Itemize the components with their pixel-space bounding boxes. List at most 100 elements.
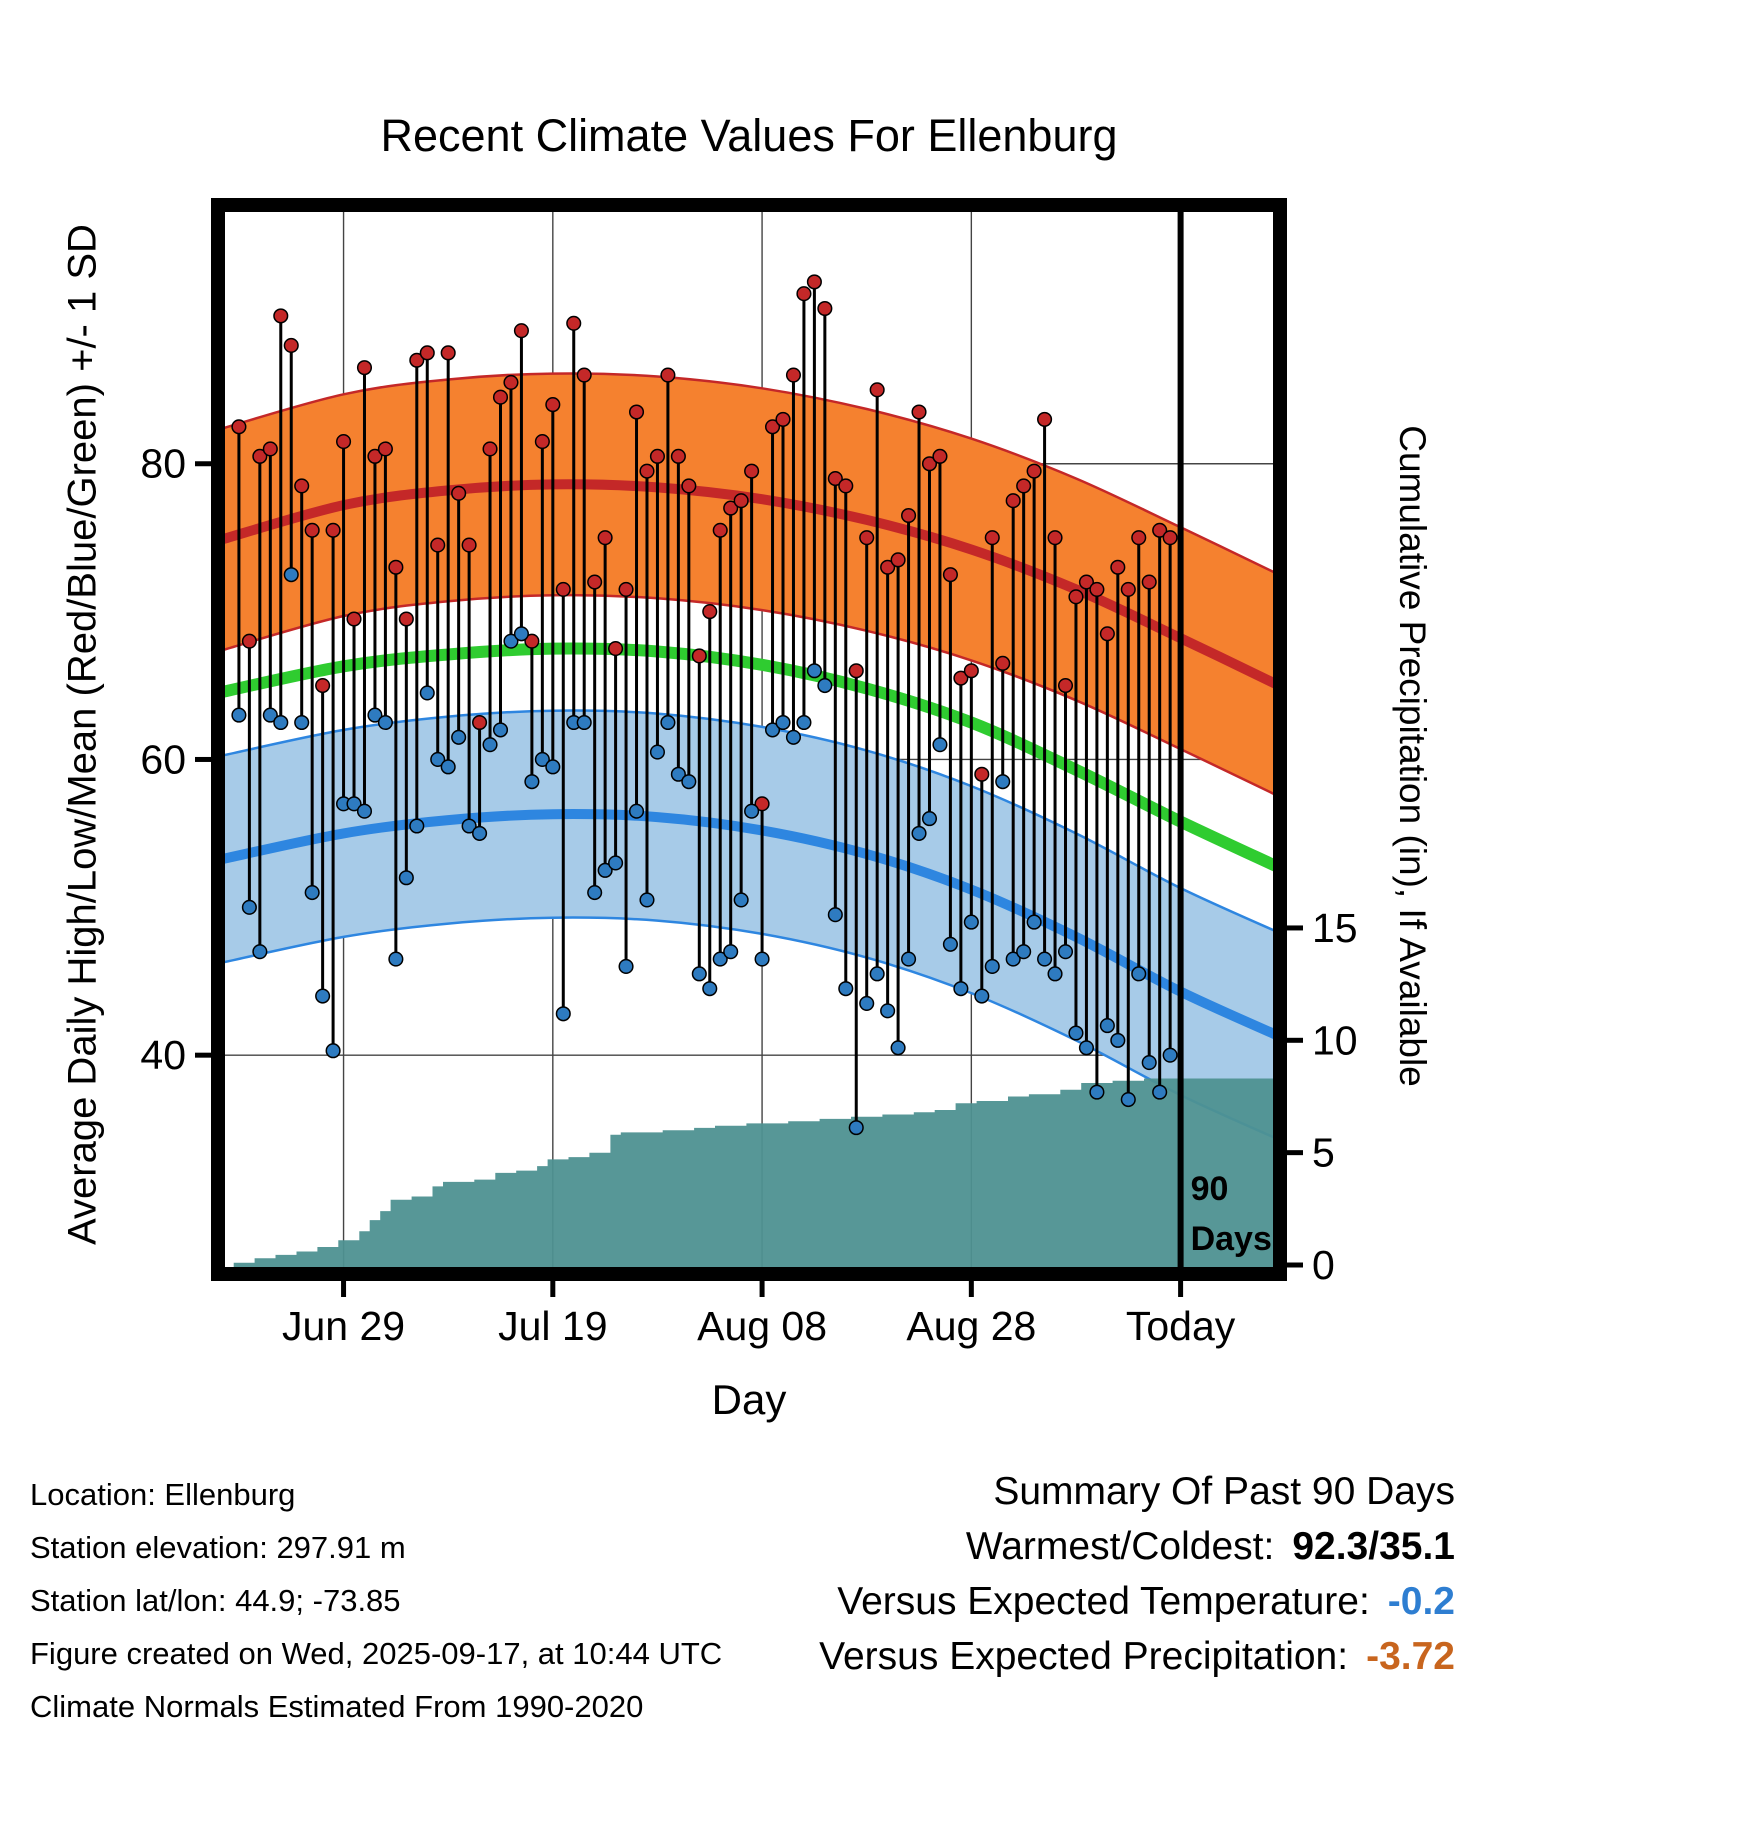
- daily-high-dot: [744, 463, 760, 479]
- daily-high-dot: [524, 633, 540, 649]
- daily-low-dot: [545, 759, 561, 775]
- daily-low-dot: [513, 626, 529, 642]
- daily-low-dot: [639, 892, 655, 908]
- daily-high-dot: [859, 530, 875, 546]
- daily-high-dot: [963, 663, 979, 679]
- summary-row: Versus Expected Temperature: -0.2: [819, 1574, 1455, 1629]
- daily-high-dot: [273, 308, 289, 324]
- daily-high-dot: [367, 448, 383, 464]
- daily-low-dot: [723, 944, 739, 960]
- summary-heading: Summary Of Past 90 Days: [993, 1470, 1455, 1513]
- daily-low-dot: [608, 855, 624, 871]
- daily-high-dot: [409, 352, 425, 368]
- daily-high-dot: [325, 522, 341, 538]
- daily-low-dot: [294, 714, 310, 731]
- daily-high-dot: [294, 478, 310, 494]
- temp-tick-label: 60: [140, 736, 186, 782]
- daily-high-dot: [346, 611, 362, 627]
- daily-high-dot: [503, 374, 519, 390]
- daily-low-dot: [942, 936, 958, 952]
- climate-normals-note: Climate Normals Estimated From 1990-2020: [30, 1689, 644, 1724]
- daily-low-dot: [1152, 1084, 1168, 1100]
- daily-low-dot: [241, 899, 257, 915]
- daily-high-dot: [1162, 530, 1178, 546]
- daily-low-dot: [1120, 1091, 1136, 1108]
- daily-high-dot: [660, 367, 676, 383]
- daily-high-dot: [377, 441, 393, 457]
- daily-high-dot: [430, 537, 446, 553]
- daily-high-dot: [670, 448, 686, 464]
- daily-low-dot: [524, 774, 540, 790]
- daily-low-dot: [597, 862, 613, 878]
- daily-high-dot: [1057, 677, 1074, 694]
- temp-tick-label: 80: [140, 441, 186, 487]
- daily-low-dot: [670, 766, 686, 782]
- daily-high-dot: [482, 441, 498, 457]
- daily-low-dot: [974, 988, 990, 1004]
- daily-low-dot: [796, 714, 812, 731]
- daily-high-dot: [1047, 530, 1063, 546]
- daily-low-dot: [754, 951, 770, 967]
- daily-high-dot: [817, 300, 833, 317]
- summary-value-vs-precip: -3.72: [1366, 1635, 1455, 1678]
- station-latlon: Station lat/lon: 44.9; -73.85: [30, 1583, 401, 1618]
- daily-low-dot: [1099, 1018, 1115, 1034]
- daily-low-dot: [806, 663, 822, 679]
- daily-high-dot: [492, 389, 509, 405]
- x-tick-label: Aug 08: [697, 1303, 827, 1349]
- daily-low-dot: [367, 707, 383, 723]
- daily-low-dot: [273, 714, 289, 731]
- daily-high-dot: [608, 641, 624, 657]
- cumulative-precip-area: [233, 1078, 1276, 1269]
- daily-high-dot: [545, 397, 561, 413]
- daily-low-dot: [1016, 944, 1032, 960]
- station-info: Location: Ellenburg Station elevation: 2…: [30, 1468, 722, 1733]
- daily-low-dot: [1026, 914, 1042, 930]
- summary-label: Warmest/Coldest:: [965, 1525, 1275, 1568]
- daily-high-dot: [1026, 463, 1042, 479]
- daily-low-dot: [451, 729, 467, 745]
- daily-high-dot: [848, 663, 864, 679]
- daily-low-dot: [932, 737, 948, 753]
- daily-high-dot: [1099, 626, 1115, 642]
- daily-high-dot: [1016, 478, 1032, 494]
- daily-low-dot: [995, 774, 1011, 790]
- daily-high-dot: [231, 419, 247, 435]
- daily-high-dot: [262, 441, 278, 457]
- daily-low-dot: [984, 958, 1000, 975]
- daily-high-dot: [1068, 589, 1084, 605]
- daily-high-dot: [398, 611, 414, 627]
- daily-high-dot: [451, 485, 467, 501]
- daily-low-dot: [377, 714, 393, 731]
- daily-low-dot: [775, 714, 791, 731]
- daily-high-dot: [639, 463, 655, 479]
- x-tick-label: Jun 29: [282, 1303, 405, 1349]
- chart-title: Recent Climate Values For Ellenburg: [380, 110, 1118, 161]
- daily-high-dot: [618, 581, 634, 597]
- daily-low-dot: [534, 751, 550, 768]
- daily-low-dot: [1089, 1084, 1105, 1100]
- daily-low-dot: [398, 870, 414, 886]
- daily-low-dot: [681, 774, 697, 790]
- plot-area: 90 Days: [222, 209, 1276, 1270]
- daily-low-dot: [262, 707, 278, 723]
- daily-low-dot: [252, 944, 268, 960]
- daily-low-dot: [660, 714, 676, 731]
- daily-low-dot: [1162, 1047, 1178, 1063]
- summary-label: Versus Expected Precipitation:: [819, 1635, 1349, 1678]
- daily-high-dot: [754, 796, 770, 812]
- daily-low-dot: [440, 759, 456, 775]
- daily-low-dot: [838, 981, 854, 997]
- daily-low-dot: [356, 803, 373, 819]
- daily-low-dot: [921, 811, 938, 827]
- daily-high-dot: [691, 648, 707, 664]
- daily-high-dot: [356, 360, 373, 376]
- daily-high-dot: [1141, 574, 1157, 590]
- daily-high-dot: [838, 478, 854, 494]
- station-location: Location: Ellenburg: [30, 1477, 296, 1512]
- plot-frame: [211, 198, 1287, 1281]
- period-label-days: Days: [1191, 1220, 1272, 1258]
- daily-high-dot: [1152, 522, 1168, 538]
- station-elevation: Station elevation: 297.91 m: [30, 1530, 406, 1565]
- daily-low-dot: [733, 892, 749, 908]
